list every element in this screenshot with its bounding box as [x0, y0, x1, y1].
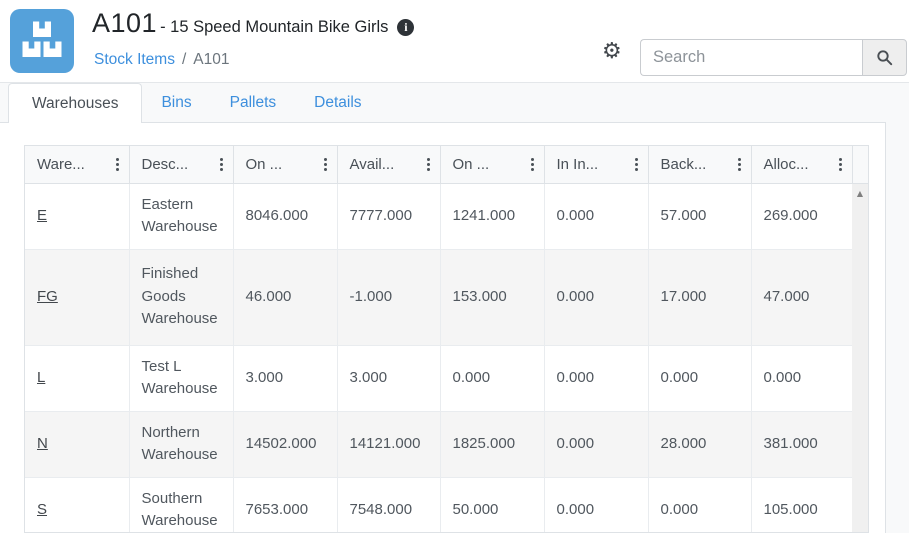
- tabbar-underline: [0, 122, 886, 123]
- column-menu-icon[interactable]: [425, 155, 432, 174]
- back-order-value: 0.000: [648, 345, 752, 412]
- table-row: L Test L Warehouse 3.000 3.000 0.000 0.0…: [25, 345, 868, 412]
- tab-details[interactable]: Details: [314, 94, 362, 111]
- scrollbar-header-filler: [852, 146, 868, 184]
- page-subtitle: - 15 Speed Mountain Bike Girls: [160, 18, 389, 36]
- stock-boxes-icon: [10, 9, 74, 73]
- back-order-value: 17.000: [648, 249, 752, 346]
- on-order-value: 153.000: [440, 249, 545, 346]
- table-row: E Eastern Warehouse 8046.000 7777.000 12…: [25, 183, 868, 250]
- warehouses-grid: Ware... Desc... On ... Avail... On ... I…: [24, 145, 869, 533]
- info-icon[interactable]: i: [397, 19, 415, 36]
- in-inspection-value: 0.000: [544, 345, 649, 412]
- tab-pallets[interactable]: Pallets: [229, 94, 277, 111]
- tab-warehouses[interactable]: Warehouses: [8, 83, 143, 123]
- warehouse-description: Eastern Warehouse: [129, 183, 234, 250]
- available-value: 3.000: [337, 345, 441, 412]
- allocated-value: 105.000: [751, 477, 853, 532]
- on-order-value: 1825.000: [440, 411, 545, 478]
- column-header-warehouse[interactable]: Ware...: [25, 146, 130, 184]
- warehouse-description: Test L Warehouse: [129, 345, 234, 412]
- warehouse-description: Northern Warehouse: [129, 411, 234, 478]
- column-menu-icon[interactable]: [633, 155, 640, 174]
- in-inspection-value: 0.000: [544, 249, 649, 346]
- in-inspection-value: 0.000: [544, 183, 649, 250]
- on-order-value: 1241.000: [440, 183, 545, 250]
- gear-icon[interactable]: ⚙: [602, 39, 622, 64]
- available-value: 7777.000: [337, 183, 441, 250]
- on-hand-value: 14502.000: [233, 411, 338, 478]
- available-value: 7548.000: [337, 477, 441, 532]
- breadcrumb-separator: /: [181, 51, 187, 68]
- column-menu-icon[interactable]: [322, 155, 329, 174]
- table-row: N Northern Warehouse 14502.000 14121.000…: [25, 411, 868, 478]
- warehouse-description: Southern Warehouse: [129, 477, 234, 532]
- column-menu-icon[interactable]: [837, 155, 844, 174]
- on-hand-value: 46.000: [233, 249, 338, 346]
- warehouse-link[interactable]: S: [37, 500, 48, 518]
- page-title: A101: [92, 8, 158, 38]
- on-hand-value: 3.000: [233, 345, 338, 412]
- on-hand-value: 7653.000: [233, 477, 338, 532]
- top-header: A101 - 15 Speed Mountain Bike Girls i St…: [0, 0, 909, 83]
- table-row: FG Finished Goods Warehouse 46.000 -1.00…: [25, 249, 868, 346]
- back-order-value: 28.000: [648, 411, 752, 478]
- breadcrumb-stock-items-link[interactable]: Stock Items: [94, 51, 175, 68]
- breadcrumb-current: A101: [193, 51, 230, 68]
- allocated-value: 381.000: [751, 411, 853, 478]
- in-inspection-value: 0.000: [544, 411, 649, 478]
- column-header-allocated[interactable]: Alloc...: [751, 146, 853, 184]
- back-order-value: 57.000: [648, 183, 752, 250]
- search-group: [640, 39, 907, 76]
- allocated-value: 0.000: [751, 345, 853, 412]
- available-value: -1.000: [337, 249, 441, 346]
- table-row: S Southern Warehouse 7653.000 7548.000 5…: [25, 477, 868, 532]
- warehouse-link[interactable]: E: [37, 206, 48, 224]
- column-menu-icon[interactable]: [529, 155, 536, 174]
- column-header-description[interactable]: Desc...: [129, 146, 234, 184]
- back-order-value: 0.000: [648, 477, 752, 532]
- scroll-up-icon[interactable]: ▲: [856, 188, 864, 198]
- column-menu-icon[interactable]: [218, 155, 225, 174]
- vertical-scrollbar[interactable]: ▲: [852, 184, 868, 532]
- allocated-value: 269.000: [751, 183, 853, 250]
- breadcrumb: Stock Items / A101: [94, 51, 229, 69]
- search-button[interactable]: [862, 39, 907, 76]
- search-input[interactable]: [640, 39, 862, 76]
- warehouse-link[interactable]: FG: [37, 287, 58, 305]
- warehouse-link[interactable]: N: [37, 434, 48, 452]
- on-order-value: 50.000: [440, 477, 545, 532]
- column-header-on-hand[interactable]: On ...: [233, 146, 338, 184]
- grid-header-row: Ware... Desc... On ... Avail... On ... I…: [25, 146, 868, 184]
- column-header-on-order[interactable]: On ...: [440, 146, 545, 184]
- tab-bins[interactable]: Bins: [161, 94, 192, 111]
- in-inspection-value: 0.000: [544, 477, 649, 532]
- tab-bar: Warehouses Bins Pallets Details: [0, 83, 886, 123]
- column-header-back-order[interactable]: Back...: [648, 146, 752, 184]
- column-menu-icon[interactable]: [736, 155, 743, 174]
- allocated-value: 47.000: [751, 249, 853, 346]
- available-value: 14121.000: [337, 411, 441, 478]
- on-order-value: 0.000: [440, 345, 545, 412]
- column-header-in-inspection[interactable]: In In...: [544, 146, 649, 184]
- warehouse-link[interactable]: L: [37, 368, 46, 386]
- on-hand-value: 8046.000: [233, 183, 338, 250]
- search-icon: [876, 49, 893, 66]
- column-menu-icon[interactable]: [114, 155, 121, 174]
- column-header-available[interactable]: Avail...: [337, 146, 441, 184]
- warehouse-description: Finished Goods Warehouse: [129, 249, 234, 346]
